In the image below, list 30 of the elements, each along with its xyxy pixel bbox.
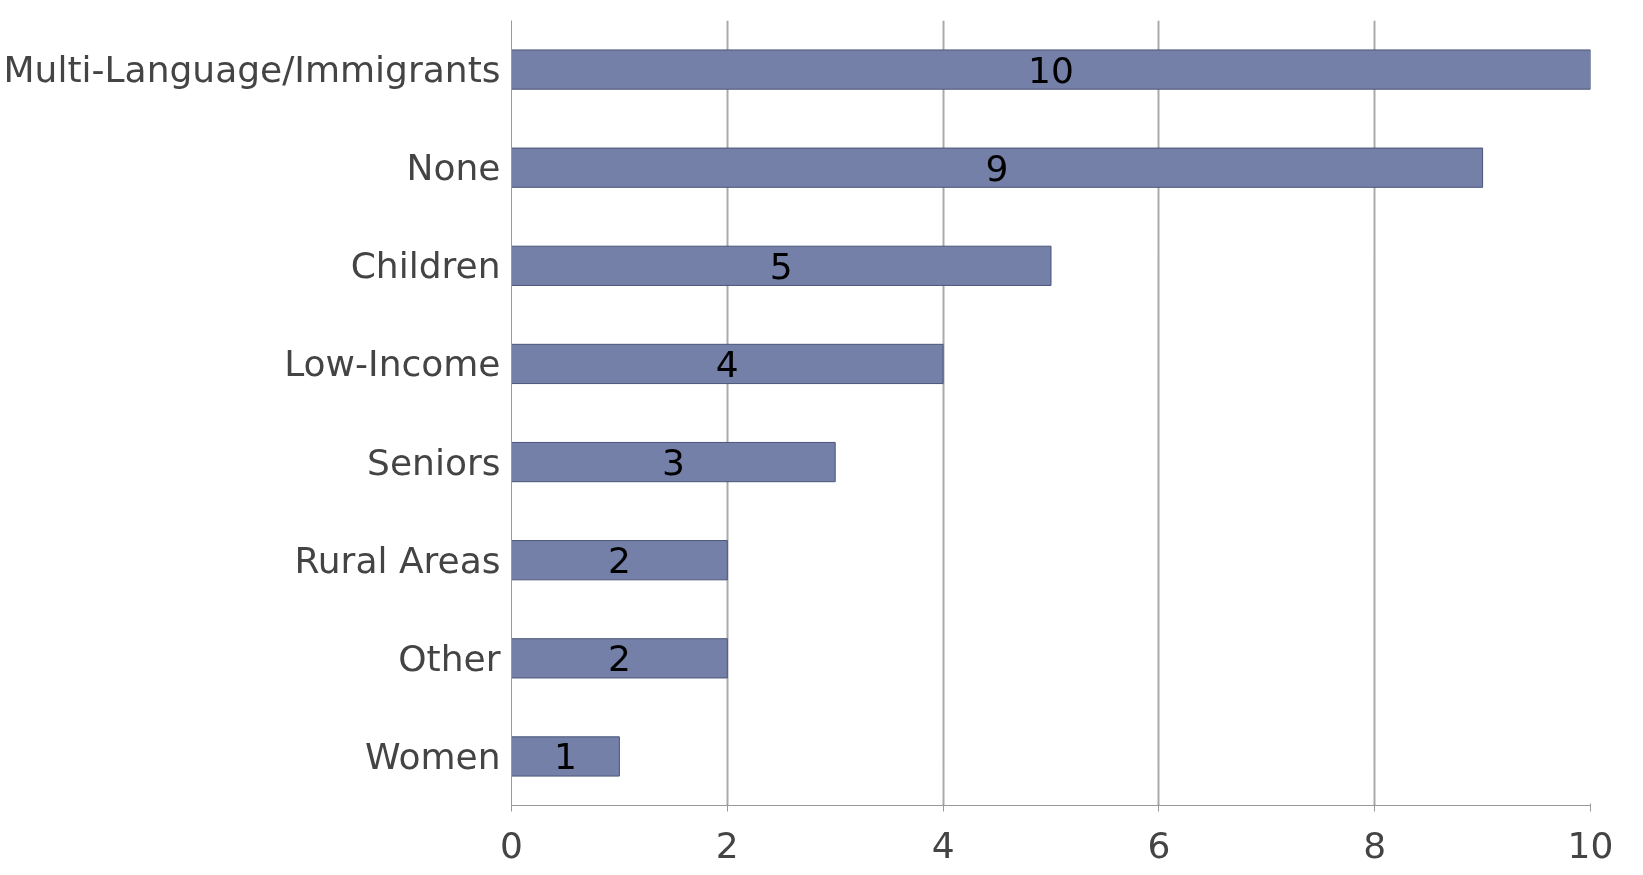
y-tick-label: Other bbox=[398, 637, 501, 679]
y-tick-label: Children bbox=[350, 245, 501, 287]
y-tick-label: Multi-Language/Immigrants bbox=[3, 49, 501, 91]
data-label: 4 bbox=[715, 343, 739, 385]
data-label: 9 bbox=[985, 147, 1009, 189]
data-label: 1 bbox=[554, 736, 577, 778]
data-label: 5 bbox=[769, 245, 793, 287]
bar bbox=[511, 736, 620, 777]
x-tick-label: 8 bbox=[1363, 824, 1387, 866]
data-label: 2 bbox=[607, 540, 631, 582]
data-label: 10 bbox=[1028, 49, 1074, 91]
data-label: 2 bbox=[607, 638, 631, 680]
bar bbox=[511, 147, 1484, 188]
y-tick-label: Low-Income bbox=[284, 343, 501, 385]
y-tick-label: Seniors bbox=[367, 441, 501, 483]
x-tick-label: 4 bbox=[931, 824, 955, 866]
x-tick-label: 0 bbox=[500, 824, 523, 866]
y-tick-label: Rural Areas bbox=[294, 539, 501, 581]
y-tick-label: None bbox=[406, 147, 501, 189]
bar bbox=[511, 49, 1591, 90]
data-label: 3 bbox=[661, 442, 685, 484]
bar bbox=[511, 245, 1052, 286]
bar bbox=[511, 638, 728, 679]
x-tick-label: 10 bbox=[1567, 824, 1614, 866]
bar bbox=[511, 540, 728, 581]
bar bbox=[511, 441, 836, 483]
x-tick-label: 2 bbox=[715, 824, 739, 866]
x-tick-label: 6 bbox=[1147, 824, 1171, 866]
y-tick-label: Women bbox=[364, 735, 501, 777]
bar bbox=[511, 343, 944, 385]
